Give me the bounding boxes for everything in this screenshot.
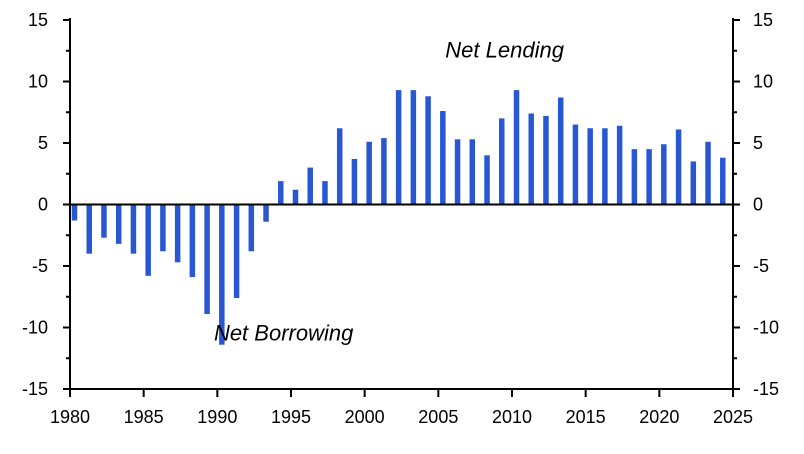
annotations-group: Net Lending Net Borrowing: [214, 38, 565, 346]
bar-2024: [720, 157, 726, 205]
bar-1999: [351, 158, 358, 205]
annotation-0: Net Lending: [445, 38, 564, 63]
y-tick-label-left: 0: [38, 195, 48, 215]
bar-2009: [499, 118, 505, 205]
y-tick-label-right: 15: [753, 10, 773, 30]
bar-2002: [395, 90, 402, 205]
x-tick-label: 1980: [50, 407, 90, 427]
bar-1992: [248, 204, 255, 252]
x-tick-label: 1995: [271, 407, 311, 427]
bar-2004: [425, 96, 431, 205]
bar-1988: [189, 204, 196, 278]
axes-group: [63, 18, 740, 397]
bar-1998: [336, 128, 343, 205]
bar-2013: [557, 97, 564, 205]
bar-2003: [410, 90, 417, 205]
y-tick-label-right: -5: [753, 256, 769, 276]
bar-1991: [233, 204, 240, 298]
bar-2015: [587, 128, 593, 205]
bar-2021: [675, 129, 682, 205]
y-tick-label-right: -15: [753, 379, 779, 399]
x-tick-label: 2010: [492, 407, 532, 427]
bar-2023: [705, 141, 711, 205]
bar-1980: [71, 204, 78, 221]
bar-1994: [278, 181, 284, 205]
bar-1989: [204, 204, 210, 314]
annotation-1: Net Borrowing: [214, 320, 354, 345]
bar-2017: [616, 125, 623, 205]
x-tick-label: 2015: [566, 407, 606, 427]
bar-2011: [528, 113, 534, 205]
y-tick-label-left: 15: [28, 10, 48, 30]
y-tick-label-left: 10: [28, 72, 48, 92]
bar-2000: [366, 141, 372, 205]
bar-1997: [322, 181, 328, 205]
bar-2012: [543, 115, 549, 205]
bar-1982: [101, 204, 107, 238]
bar-2005: [440, 111, 446, 205]
bar-2014: [572, 124, 579, 205]
x-tick-label: 2005: [418, 407, 458, 427]
bar-1993: [263, 204, 269, 222]
y-tick-label-left: -15: [22, 379, 48, 399]
bar-1987: [174, 204, 181, 263]
bar-2016: [602, 128, 608, 205]
bar-2001: [381, 138, 387, 205]
x-tick-label: 2000: [345, 407, 385, 427]
x-tick-label: 2020: [639, 407, 679, 427]
y-tick-label-right: 0: [753, 195, 763, 215]
bar-1996: [307, 167, 313, 205]
bar-1986: [160, 204, 166, 252]
bar-1995: [292, 189, 299, 205]
bar-1985: [145, 204, 151, 276]
x-tick-label: 1985: [124, 407, 164, 427]
y-tick-label-left: -5: [32, 256, 48, 276]
y-tick-label-right: -10: [753, 318, 779, 338]
y-tick-label-right: 5: [753, 133, 763, 153]
bars-group: [71, 90, 726, 345]
bar-1984: [130, 204, 137, 254]
x-tick-label: 2025: [713, 407, 753, 427]
x-tick-label: 1990: [197, 407, 237, 427]
y-tick-label-left: -10: [22, 318, 48, 338]
bar-2020: [661, 144, 667, 205]
bar-1983: [115, 204, 122, 244]
bar-2008: [484, 155, 490, 205]
bar-2007: [469, 139, 476, 205]
bar-1990: [219, 204, 225, 345]
bar-2006: [454, 139, 461, 205]
bar-1981: [86, 204, 92, 254]
y-tick-label-right: 10: [753, 72, 773, 92]
bar-2019: [646, 149, 652, 205]
y-tick-label-left: 5: [38, 133, 48, 153]
bar-2018: [631, 149, 638, 205]
bar-2022: [690, 161, 697, 205]
bar-2010: [513, 90, 520, 205]
